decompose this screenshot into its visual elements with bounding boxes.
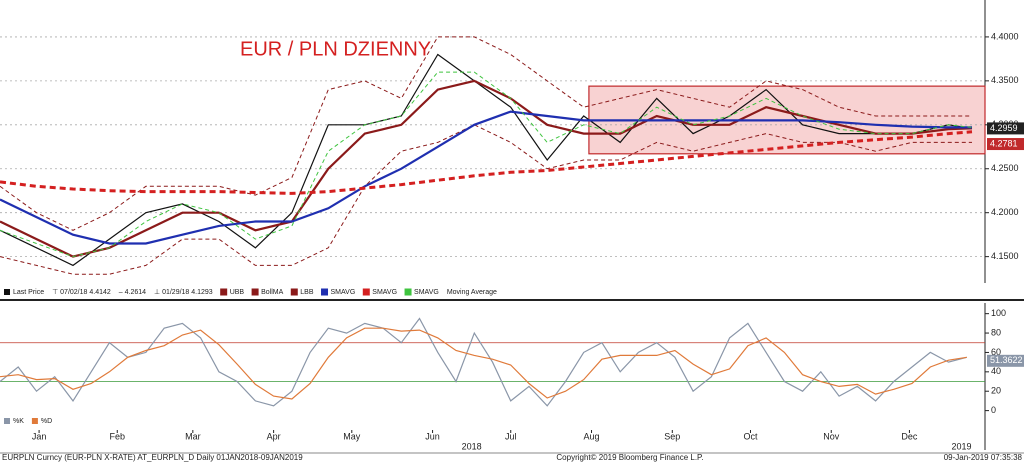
- price-tag-label: 51.3622: [990, 355, 1023, 365]
- chart-title: EUR / PLN DZIENNY: [240, 38, 431, 60]
- series-line: [0, 124, 972, 275]
- x-tick-label: Jun: [425, 431, 440, 441]
- legend-label: Last Price: [13, 289, 44, 296]
- legend-swatch: [31, 418, 38, 424]
- y-tick-label: 4.2000: [991, 207, 1019, 217]
- footer-right: 09-Jan-2019 07:35:38: [944, 453, 1023, 462]
- legend-swatch: [4, 289, 10, 295]
- y-tick-label: 4.1500: [991, 251, 1019, 261]
- series-line: [0, 53, 973, 267]
- x-tick-label: Dec: [901, 431, 918, 441]
- x-tick-label: Oct: [743, 431, 758, 441]
- legend-note: Moving Average: [447, 289, 497, 296]
- legend-label: UBB: [230, 289, 245, 296]
- x-tick-label: Jul: [505, 431, 517, 441]
- legend-label: %D: [41, 418, 52, 425]
- year-label: 2019: [952, 441, 972, 451]
- legend-swatch: [251, 288, 259, 296]
- y-tick-label: 20: [991, 386, 1001, 396]
- legend-stat: ⊤ 07/02/18 4.4142: [52, 289, 111, 296]
- year-label: 2018: [462, 441, 482, 451]
- x-tick-label: Nov: [823, 431, 840, 441]
- price-tag-label: 4.2781: [990, 138, 1018, 148]
- y-tick-label: 0: [991, 405, 996, 415]
- series-line: [0, 130, 973, 195]
- x-tick-label: Jan: [32, 431, 47, 441]
- y-tick-label: 4.3500: [991, 75, 1019, 85]
- legend-label: %K: [13, 418, 24, 425]
- x-tick-label: Aug: [584, 431, 600, 441]
- y-tick-label: 4.4000: [991, 31, 1019, 41]
- x-tick-label: May: [343, 431, 361, 441]
- footer-center: Copyright© 2019 Bloomberg Finance L.P.: [556, 453, 703, 462]
- legend-swatch: [4, 418, 10, 424]
- price-tag: [987, 122, 1024, 135]
- price-tag-label: 4.2959: [990, 123, 1018, 133]
- legend-label: LBB: [300, 289, 314, 296]
- legend-swatch: [404, 288, 412, 296]
- legend-stat: ⊥ 01/29/18 4.1293: [154, 289, 213, 296]
- legend-swatch: [220, 288, 228, 296]
- legend-swatch: [362, 288, 370, 296]
- series-line: [0, 71, 973, 258]
- series-line: [0, 317, 967, 407]
- y-tick-label: 40: [991, 366, 1001, 376]
- y-tick-label: 4.2500: [991, 163, 1019, 173]
- footer-left: EURPLN Curncy (EUR-PLN X-RATE) AT_EURPLN…: [2, 453, 303, 462]
- legend-label: SMAVG: [372, 289, 397, 296]
- series-line: [0, 327, 967, 400]
- y-tick-label: 60: [991, 347, 1001, 357]
- legend-swatch: [290, 288, 298, 296]
- y-tick-label: 80: [991, 327, 1001, 337]
- y-tick-label: 100: [991, 308, 1006, 318]
- price-tag: [987, 138, 1024, 151]
- x-tick-label: Sep: [664, 431, 680, 441]
- legend-label: BollMA: [261, 289, 284, 296]
- x-tick-label: Apr: [267, 431, 281, 441]
- legend-swatch: [321, 288, 329, 296]
- series-line: [0, 110, 972, 245]
- series-line: [0, 36, 972, 231]
- legend-stat: – 4.2614: [119, 289, 146, 296]
- x-tick-label: Mar: [185, 431, 201, 441]
- x-tick-label: Feb: [110, 431, 126, 441]
- legend-label: SMAVG: [331, 289, 356, 296]
- price-tag: [987, 354, 1024, 367]
- legend-label: SMAVG: [414, 289, 439, 296]
